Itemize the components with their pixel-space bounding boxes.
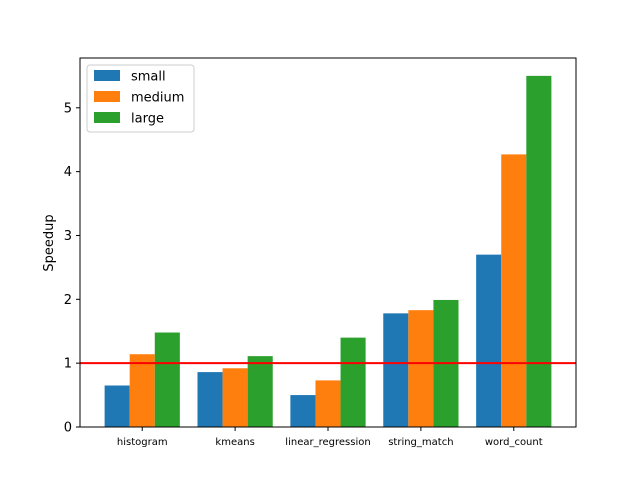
y-axis: 0 1 2 3 4 5: [64, 101, 80, 436]
x-axis: histogram kmeans linear_regression string_m…: [117, 427, 543, 448]
x-tick-label: histogram: [117, 437, 168, 448]
bar-medium-histogram: [129, 354, 155, 427]
y-axis-label: Speedup: [42, 214, 57, 271]
bar-small-kmeans: [197, 372, 223, 427]
legend-label-small: small: [131, 70, 166, 85]
bar-medium-string_match: [408, 310, 434, 427]
bar-small-histogram: [104, 385, 130, 427]
bar-large-linear_regression: [340, 337, 366, 427]
bar-small-word_count: [476, 254, 502, 427]
legend-swatch-medium: [94, 91, 120, 102]
x-tick-label: word_count: [485, 437, 543, 448]
x-tick-label: string_match: [388, 437, 453, 448]
y-tick-label: 5: [64, 101, 72, 116]
bar-medium-word_count: [501, 154, 527, 427]
legend-label-large: large: [131, 112, 164, 127]
bar-large-kmeans: [247, 356, 273, 427]
legend-label-medium: medium: [131, 91, 184, 106]
y-tick-label: 0: [64, 421, 72, 436]
y-tick-label: 1: [64, 357, 72, 372]
legend-swatch-large: [94, 112, 120, 123]
bars-layer: [104, 75, 552, 428]
bar-large-histogram: [154, 332, 180, 427]
bar-small-string_match: [383, 313, 409, 427]
x-tick-label: kmeans: [215, 437, 254, 448]
legend: small medium large: [86, 64, 195, 133]
bar-medium-kmeans: [222, 368, 248, 427]
legend-swatch-small: [94, 70, 120, 81]
y-tick-label: 4: [64, 165, 72, 180]
y-tick-label: 2: [64, 293, 72, 308]
x-tick-label: linear_regression: [285, 437, 370, 448]
bar-small-linear_regression: [290, 395, 316, 427]
bar-medium-linear_regression: [315, 380, 341, 427]
y-tick-label: 3: [64, 229, 72, 244]
bar-large-word_count: [526, 75, 552, 428]
